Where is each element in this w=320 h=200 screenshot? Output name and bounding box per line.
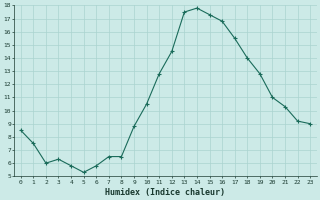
X-axis label: Humidex (Indice chaleur): Humidex (Indice chaleur) [106, 188, 226, 197]
